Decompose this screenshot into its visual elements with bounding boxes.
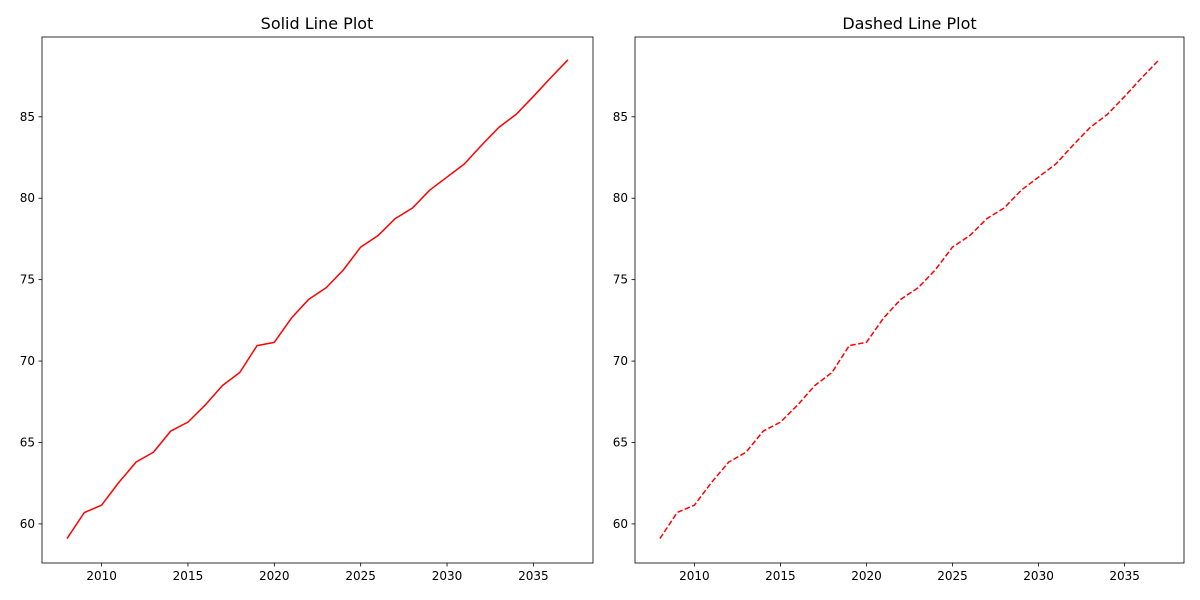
subplot-dashed: Dashed Line Plot 2010 2015 2020 2025 2030 203… bbox=[613, 14, 1185, 583]
chart-title: Solid Line Plot bbox=[261, 14, 374, 33]
x-tick-label: 2035 bbox=[1109, 569, 1140, 583]
y-tick-label: 80 bbox=[20, 191, 35, 205]
x-tick-label: 2035 bbox=[518, 569, 549, 583]
series-line bbox=[659, 59, 1160, 539]
x-tick-label: 2010 bbox=[86, 569, 117, 583]
x-tick-label: 2020 bbox=[259, 569, 290, 583]
x-tick-label: 2025 bbox=[345, 569, 376, 583]
plot-area: 2010 2015 2020 2025 2030 2035 60 65 70 75 80 85 bbox=[20, 36, 594, 583]
series-line bbox=[66, 59, 569, 539]
y-tick-label: 85 bbox=[613, 110, 628, 124]
y-tick-label: 65 bbox=[613, 435, 628, 449]
axes-frame bbox=[41, 36, 594, 564]
plot-area: 2010 2015 2020 2025 2030 2035 60 65 70 75 80 85 bbox=[613, 36, 1185, 583]
x-tick-label: 2015 bbox=[173, 569, 204, 583]
y-tick-label: 85 bbox=[20, 110, 35, 124]
subplot-solid: Solid Line Plot 2010 2015 2020 2025 2030 2035… bbox=[20, 14, 594, 583]
y-tick-label: 70 bbox=[613, 354, 628, 368]
y-tick-label: 60 bbox=[20, 517, 35, 531]
y-tick-label: 75 bbox=[20, 273, 35, 287]
x-tick-label: 2030 bbox=[432, 569, 463, 583]
x-tick-label: 2020 bbox=[851, 569, 882, 583]
y-tick-label: 80 bbox=[613, 191, 628, 205]
axes-frame bbox=[634, 36, 1185, 564]
chart-title: Dashed Line Plot bbox=[842, 14, 976, 33]
x-tick-label: 2015 bbox=[765, 569, 796, 583]
y-tick-label: 75 bbox=[613, 273, 628, 287]
y-tick-label: 65 bbox=[20, 435, 35, 449]
x-tick-label: 2010 bbox=[679, 569, 710, 583]
y-tick-label: 60 bbox=[613, 517, 628, 531]
y-tick-label: 70 bbox=[20, 354, 35, 368]
x-tick-label: 2025 bbox=[937, 569, 968, 583]
x-tick-label: 2030 bbox=[1023, 569, 1054, 583]
